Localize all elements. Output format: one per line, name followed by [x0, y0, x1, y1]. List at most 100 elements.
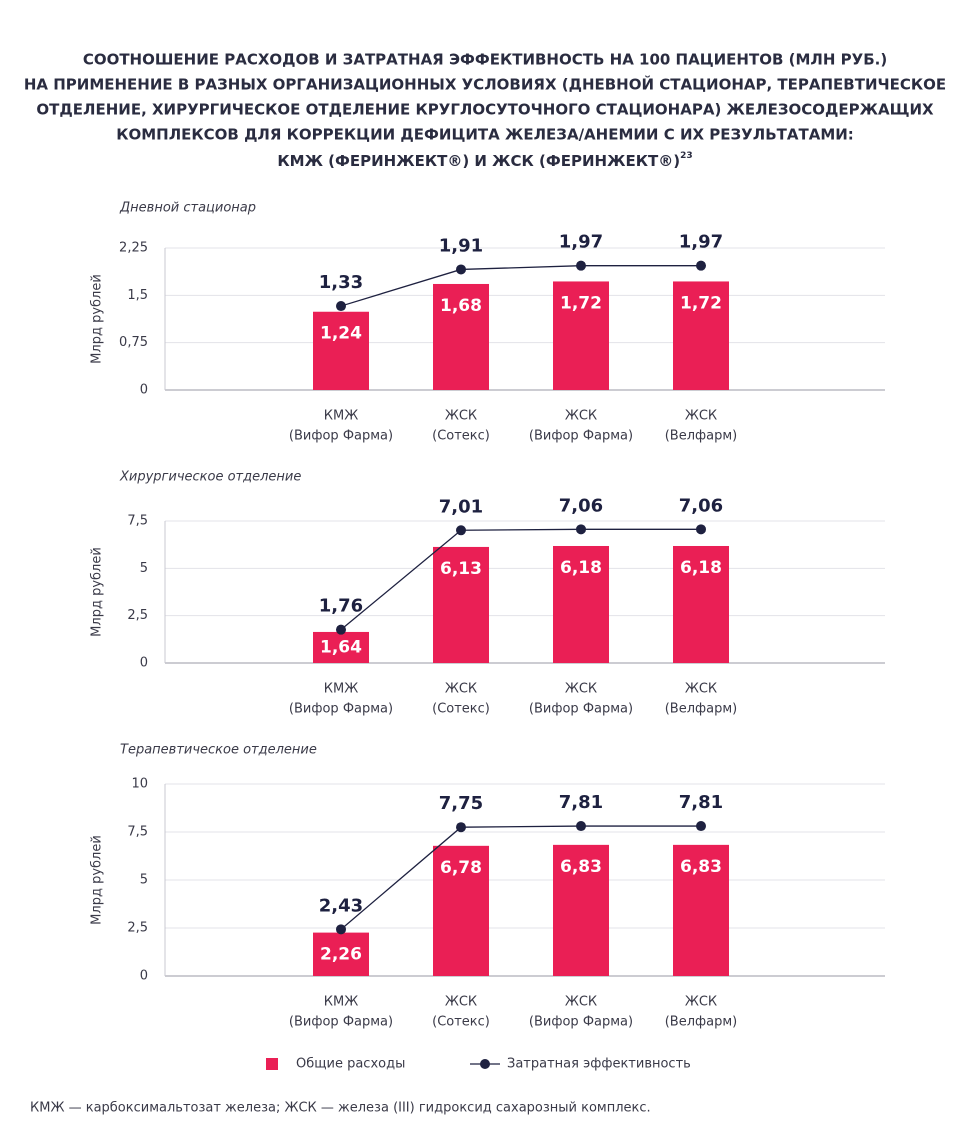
x-tick-label: (Вифор Фарма) — [529, 702, 633, 717]
bar — [313, 631, 369, 663]
point-value-label: 1,97 — [679, 232, 723, 253]
bar — [553, 545, 609, 663]
bar — [553, 281, 609, 390]
y-tick-label: 2,5 — [127, 608, 148, 623]
subtitle: Терапевтическое отделение — [120, 743, 317, 758]
point-value-label: 1,33 — [319, 272, 363, 293]
point — [456, 525, 466, 536]
title-ref: 23 — [680, 151, 693, 161]
point-value-label: 2,43 — [319, 895, 363, 916]
x-tick-label: ЖСК — [565, 409, 597, 424]
bar-value-label: 6,83 — [680, 857, 722, 877]
x-tick-label: ЖСК — [685, 682, 717, 697]
title-line: КОМПЛЕКСОВ ДЛЯ КОРРЕКЦИИ ДЕФИЦИТА ЖЕЛЕЗА… — [116, 126, 854, 144]
bar — [433, 546, 489, 663]
title-line: ОТДЕЛЕНИЕ, ХИРУРГИЧЕСКОЕ ОТДЕЛЕНИЕ КРУГЛ… — [36, 101, 934, 119]
x-tick-label: (Вифор Фарма) — [529, 429, 633, 444]
point — [336, 301, 346, 312]
legend-swatch — [266, 1058, 278, 1070]
point — [456, 264, 466, 275]
x-tick-label: (Сотекс) — [432, 429, 490, 444]
y-tick-label: 0 — [140, 969, 148, 984]
line — [340, 265, 701, 307]
bar — [673, 281, 729, 390]
bar-value-label: 6,18 — [680, 558, 722, 578]
bar-value-label: 1,72 — [680, 293, 722, 313]
x-tick-label: (Сотекс) — [432, 1015, 490, 1030]
point-value-label: 7,01 — [439, 496, 483, 517]
x-tick-label: (Сотекс) — [432, 702, 490, 717]
point-value-label: 7,75 — [439, 793, 483, 814]
point — [576, 524, 586, 535]
x-tick-label: (Велфарм) — [665, 1015, 738, 1030]
bar — [313, 311, 369, 390]
x-tick-label: ЖСК — [445, 995, 477, 1010]
footnote: КМЖ — карбоксимальтозат железа; ЖСК — же… — [30, 1101, 651, 1116]
y-axis-label: Млрд рублей — [90, 547, 105, 637]
point — [456, 822, 466, 833]
bar-value-label: 6,18 — [560, 558, 602, 578]
y-tick-label: 0,75 — [119, 335, 148, 350]
legend-label: Затратная эффективность — [507, 1057, 691, 1072]
bar — [553, 844, 609, 976]
y-tick-label: 0 — [140, 656, 148, 671]
bar-value-label: 2,26 — [320, 944, 362, 964]
line — [340, 528, 701, 631]
point — [696, 524, 706, 535]
y-tick-label: 0 — [140, 383, 148, 398]
point — [696, 821, 706, 832]
point — [696, 260, 706, 271]
y-axis-label: Млрд рублей — [90, 835, 105, 925]
bar-value-label: 1,72 — [560, 293, 602, 313]
bar-value-label: 1,24 — [320, 324, 362, 344]
line — [340, 825, 701, 930]
x-tick-label: (Велфарм) — [665, 429, 738, 444]
x-tick-label: КМЖ — [324, 409, 358, 424]
bar — [433, 283, 489, 390]
point — [336, 624, 346, 635]
point-value-label: 7,81 — [559, 792, 603, 813]
x-tick-label: (Вифор Фарма) — [289, 429, 393, 444]
bar — [673, 545, 729, 663]
y-tick-label: 10 — [131, 777, 148, 792]
bar-value-label: 1,64 — [320, 637, 362, 657]
x-tick-label: ЖСК — [445, 682, 477, 697]
x-tick-label: ЖСК — [685, 409, 717, 424]
y-tick-label: 7,5 — [127, 514, 148, 529]
x-tick-label: (Вифор Фарма) — [289, 1015, 393, 1030]
point-value-label: 1,91 — [439, 235, 483, 256]
subtitle: Дневной стационар — [119, 201, 256, 216]
point-value-label: 7,06 — [559, 495, 603, 516]
x-tick-label: ЖСК — [685, 995, 717, 1010]
subtitle: Хирургическое отделение — [119, 470, 301, 485]
point-value-label: 7,81 — [679, 792, 723, 813]
x-tick-label: (Вифор Фарма) — [529, 1015, 633, 1030]
point — [576, 260, 586, 271]
x-tick-label: ЖСК — [565, 682, 597, 697]
y-axis-label: Млрд рублей — [90, 274, 105, 364]
bar — [673, 844, 729, 976]
title-line: СООТНОШЕНИЕ РАСХОДОВ И ЗАТРАТНАЯ ЭФФЕКТИ… — [83, 51, 887, 69]
y-tick-label: 7,5 — [127, 825, 148, 840]
title-line: КМЖ (ФЕРИНЖЕКТ®) И ЖСК (ФЕРИНЖЕКТ®) — [277, 152, 680, 170]
y-tick-label: 2,5 — [127, 921, 148, 936]
point — [336, 924, 346, 935]
point-value-label: 7,06 — [679, 495, 723, 516]
x-tick-label: (Велфарм) — [665, 702, 738, 717]
x-tick-label: (Вифор Фарма) — [289, 702, 393, 717]
title-line: КМЖ (ФЕРИНЖЕКТ®) И ЖСК (ФЕРИНЖЕКТ®)23 — [277, 151, 692, 170]
legend-label: Общие расходы — [296, 1057, 405, 1072]
bar-value-label: 1,68 — [440, 296, 482, 316]
bar-value-label: 6,78 — [440, 858, 482, 878]
y-tick-label: 2,25 — [119, 241, 148, 256]
y-tick-label: 5 — [140, 561, 148, 576]
bar-value-label: 6,13 — [440, 559, 482, 579]
bar-value-label: 6,83 — [560, 857, 602, 877]
legend-dot — [480, 1059, 490, 1069]
bar — [433, 845, 489, 976]
y-tick-label: 5 — [140, 873, 148, 888]
y-tick-label: 1,5 — [127, 288, 148, 303]
point — [576, 821, 586, 832]
x-tick-label: КМЖ — [324, 682, 358, 697]
